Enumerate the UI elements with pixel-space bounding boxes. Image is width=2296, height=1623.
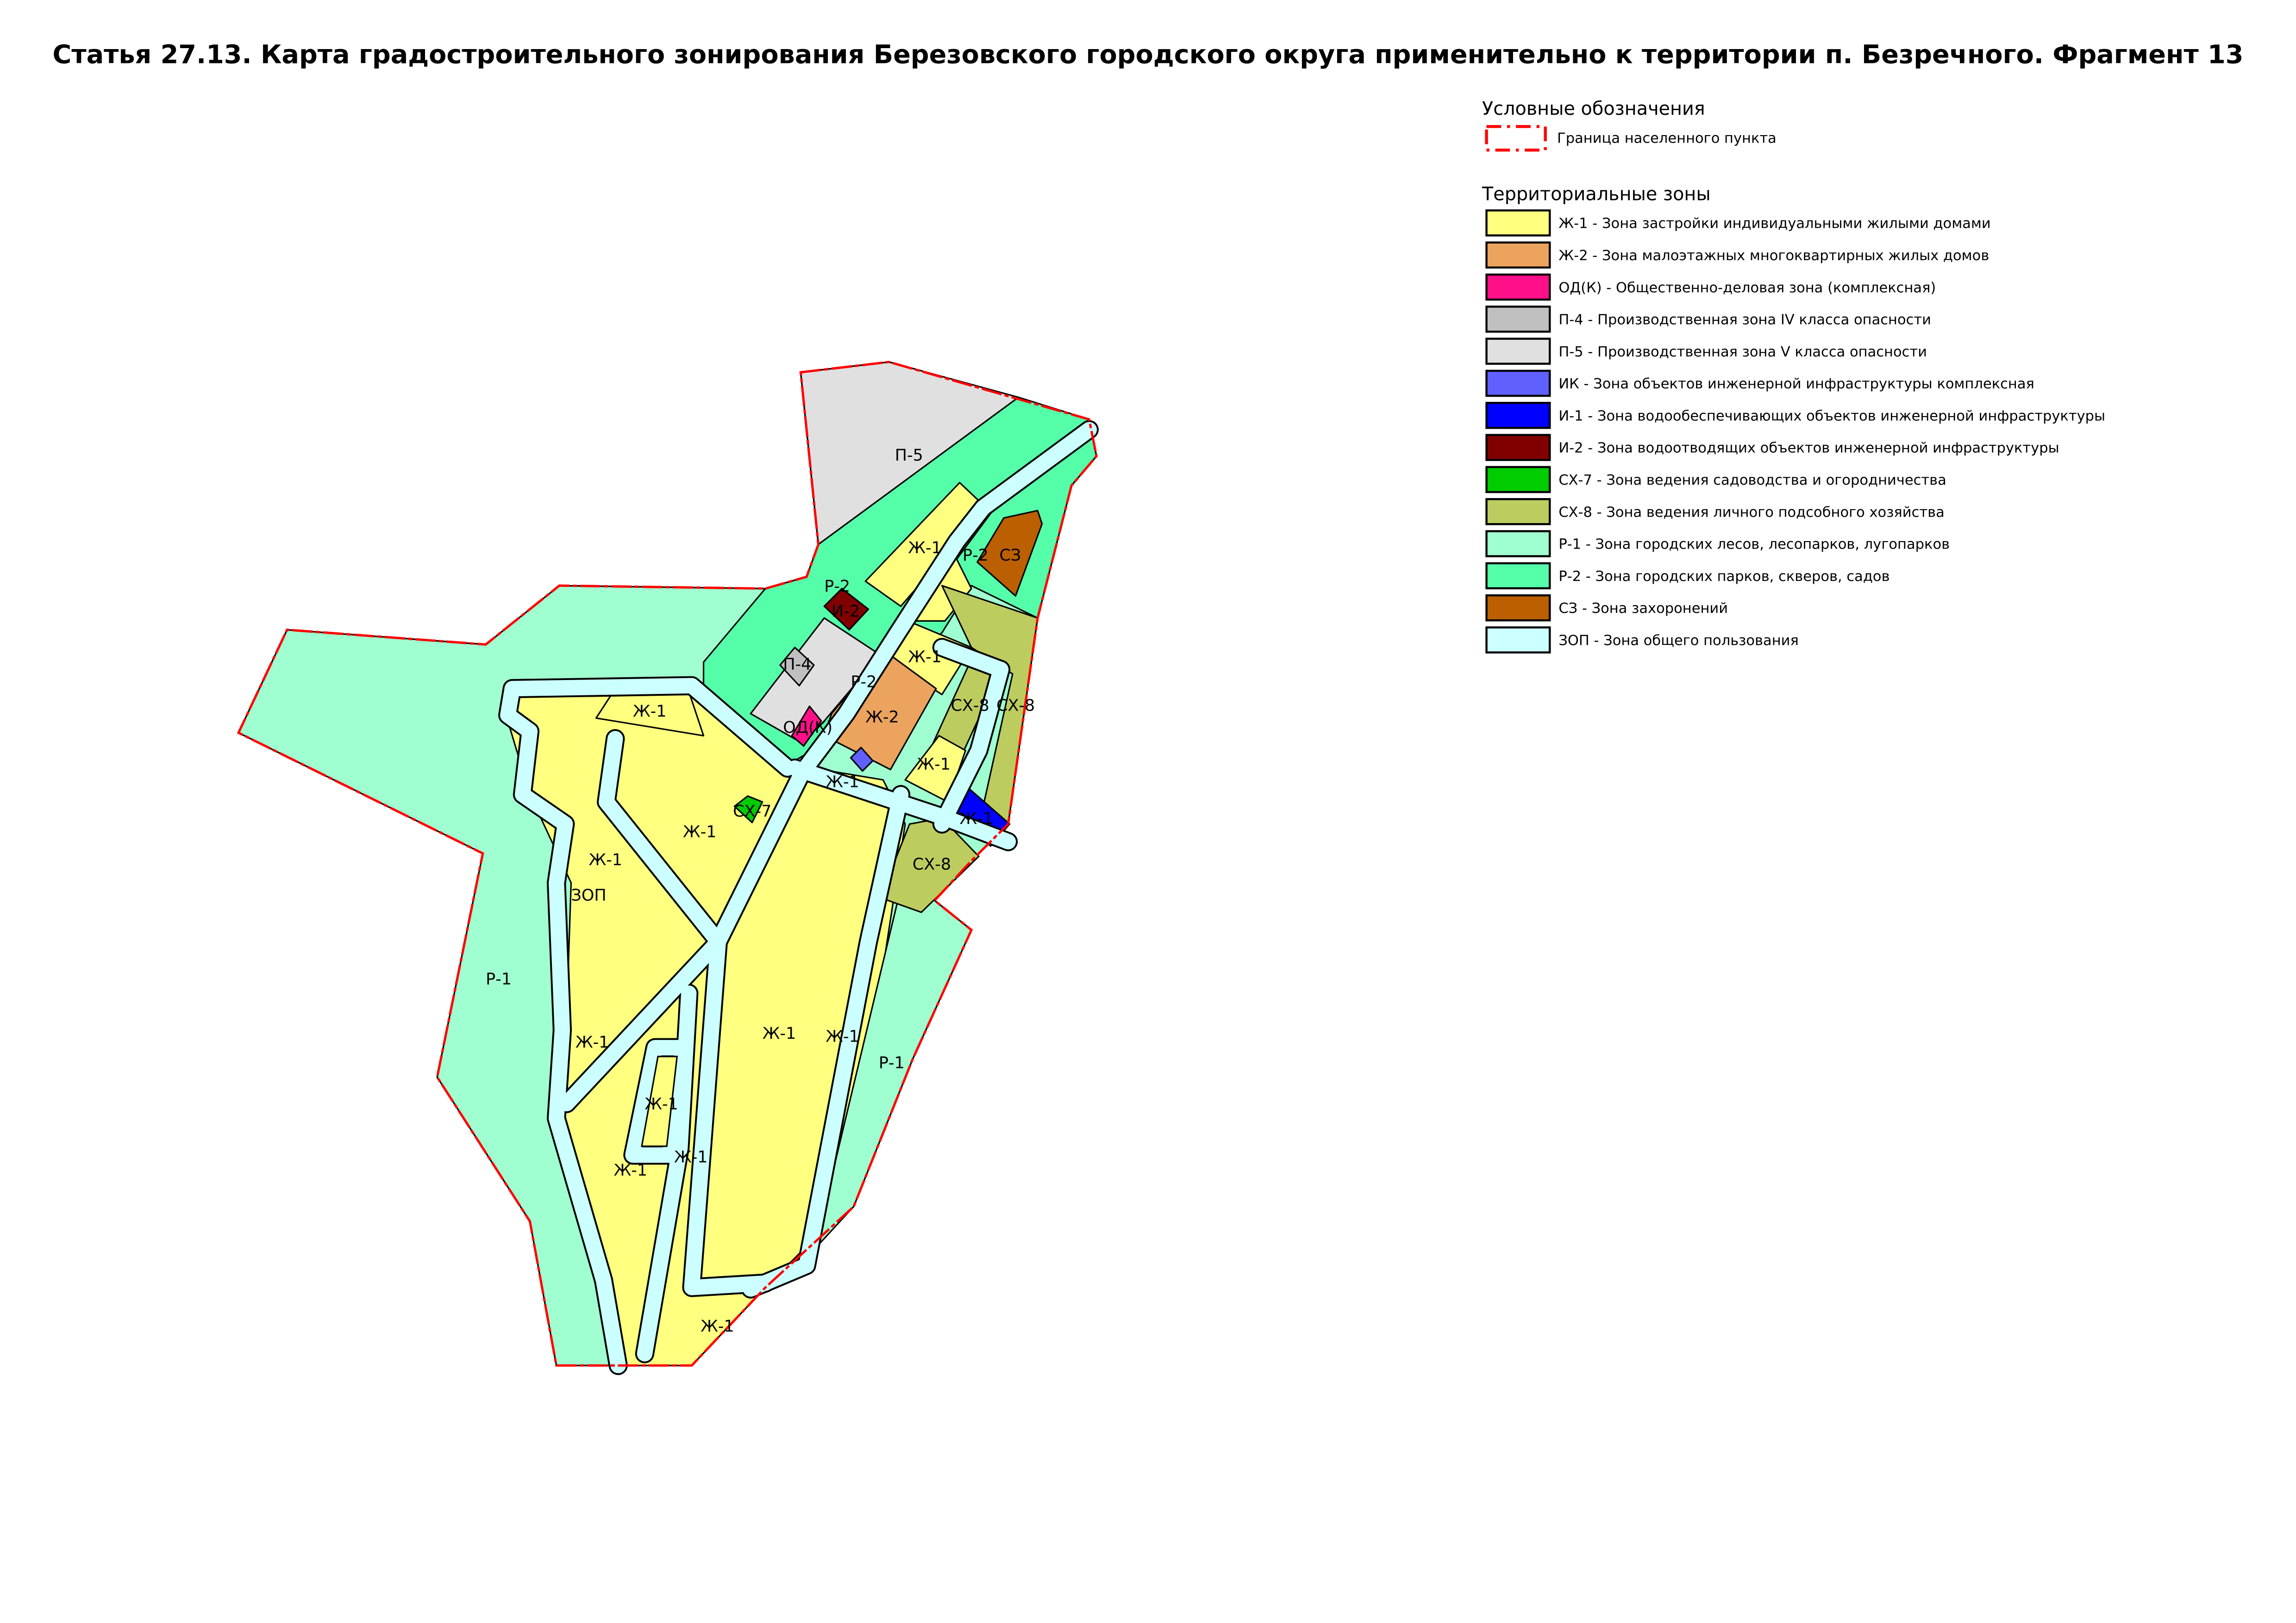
- legend-swatch: [1485, 369, 1551, 397]
- map-label: Р-1: [879, 1054, 905, 1073]
- legend-heading: Условные обозначения: [1482, 98, 1705, 119]
- zone-p4: [779, 646, 815, 687]
- legend-label: И-2 - Зона водоотводящих объектов инжене…: [1558, 440, 2059, 456]
- legend-label: СХ-7 - Зона ведения садоводства и огород…: [1558, 472, 1946, 488]
- legend-swatch: [1485, 562, 1551, 590]
- map: П-5 Ж-1 Р-2 СЗ Р-2 И-2 П-4 Ж-1 Р-2 Ж-2 С…: [237, 361, 1099, 1375]
- map-label: Ж-1: [701, 1317, 734, 1336]
- zone-zop-roads: [498, 420, 1099, 1375]
- legend-label: Р-2 - Зона городских парков, скверов, са…: [1558, 568, 1889, 585]
- map-label: Ж-1: [674, 1148, 708, 1167]
- map-label: Ж-1: [589, 851, 623, 869]
- legend-label: П-5 - Производственная зона V класса опа…: [1558, 344, 1927, 360]
- legend-label: СЗ - Зона захоронений: [1558, 600, 1728, 617]
- zone-ik: [850, 747, 874, 772]
- legend-item: ИК - Зона объектов инженерной инфраструк…: [1485, 369, 2034, 397]
- legend-swatch: [1485, 273, 1551, 301]
- map-label: ЗОП: [571, 886, 606, 905]
- map-label: Р-2: [963, 546, 988, 565]
- zone-skh7: [733, 795, 763, 824]
- legend-swatch: [1485, 306, 1551, 333]
- zone-skh8-south: [879, 817, 980, 913]
- map-label: П-4: [783, 655, 811, 674]
- boundary-symbol: [1485, 125, 1547, 152]
- map-label: П-5: [895, 446, 923, 465]
- legend-item: СЗ - Зона захоронений: [1485, 594, 1728, 622]
- legend-item: СХ-7 - Зона ведения садоводства и огород…: [1485, 466, 1946, 493]
- legend-label: П-4 - Производственная зона IV класса оп…: [1558, 312, 1931, 328]
- legend-item: СХ-8 - Зона ведения личного подсобного х…: [1485, 498, 1945, 525]
- legend-item: И-2 - Зона водоотводящих объектов инжене…: [1485, 434, 2059, 461]
- map-label: Ж-1: [644, 1095, 678, 1114]
- map-label: Ж-1: [917, 755, 951, 774]
- map-label: Ж-1: [826, 1027, 859, 1046]
- map-label: СХ-8: [951, 696, 989, 715]
- legend-label: ОД(К) - Общественно-деловая зона (компле…: [1558, 280, 1936, 296]
- map-label: ОД(К): [783, 718, 832, 737]
- legend-swatch: [1485, 434, 1551, 461]
- legend-zones-heading: Территориальные зоны: [1482, 183, 1711, 205]
- map-label: Ж-1: [614, 1161, 648, 1180]
- map-label: Ж-1: [908, 539, 942, 557]
- zone-sz: [976, 510, 1043, 597]
- map-label: Ж-1: [908, 648, 942, 666]
- map-label: СХ-7: [733, 802, 771, 821]
- map-label: Ж-1: [960, 810, 994, 828]
- legend-swatch: [1485, 337, 1551, 365]
- legend-label: Ж-1 - Зона застройки индивидуальными жил…: [1558, 216, 1990, 232]
- map-label: Р-1: [486, 970, 512, 988]
- settlement-boundary: [237, 361, 1098, 1367]
- legend-swatch: [1485, 626, 1551, 654]
- legend-swatch: [1485, 466, 1551, 493]
- legend-item: Ж-2 - Зона малоэтажных многоквартирных ж…: [1485, 241, 1989, 269]
- map-label: Ж-1: [576, 1033, 609, 1052]
- legend-swatch: [1485, 530, 1551, 557]
- zone-zh1-e: [904, 735, 966, 803]
- map-label: Ж-1: [763, 1024, 796, 1043]
- map-label: Ж-1: [683, 823, 717, 842]
- legend-swatch: [1485, 402, 1551, 429]
- legend-swatch: [1485, 498, 1551, 525]
- legend-label: И-1 - Зона водообеспечивающих объектов и…: [1558, 408, 2105, 424]
- zone-labels: П-5 Ж-1 Р-2 СЗ Р-2 И-2 П-4 Ж-1 Р-2 Ж-2 С…: [486, 446, 1035, 1336]
- legend-label: ИК - Зона объектов инженерной инфраструк…: [1558, 376, 2034, 392]
- map-label: СХ-8: [996, 696, 1035, 715]
- legend-label: Р-1 - Зона городских лесов, лесопарков, …: [1558, 537, 1950, 553]
- legend-swatch: [1485, 209, 1551, 237]
- legend-boundary-label: Граница населенного пункта: [1557, 130, 1777, 146]
- map-label: Р-2: [851, 673, 876, 691]
- map-label: СХ-8: [913, 855, 951, 874]
- zone-i2: [823, 587, 870, 631]
- legend-item: Р-2 - Зона городских парков, скверов, са…: [1485, 562, 1890, 590]
- map-label: И-2: [832, 602, 860, 621]
- legend-label: Ж-2 - Зона малоэтажных многоквартирных ж…: [1558, 248, 1989, 264]
- map-label: Ж-1: [826, 773, 859, 792]
- legend-label: ЗОП - Зона общего пользования: [1558, 632, 1799, 649]
- map-label: Ж-2: [865, 708, 899, 727]
- page-title: Статья 27.13. Карта градостроительного з…: [53, 40, 2244, 70]
- legend-item: Р-1 - Зона городских лесов, лесопарков, …: [1485, 530, 1950, 557]
- legend-item: П-4 - Производственная зона IV класса оп…: [1485, 306, 1931, 333]
- legend-item: ОД(К) - Общественно-деловая зона (компле…: [1485, 273, 1936, 301]
- map-label: Р-2: [824, 577, 850, 596]
- legend-item: П-5 - Производственная зона V класса опа…: [1485, 337, 1927, 365]
- map-label: Ж-1: [633, 702, 667, 721]
- zone-odk: [791, 705, 822, 747]
- legend-item: ЗОП - Зона общего пользования: [1485, 626, 1799, 654]
- legend-item: И-1 - Зона водообеспечивающих объектов и…: [1485, 402, 2105, 429]
- legend-item: Ж-1 - Зона застройки индивидуальными жил…: [1485, 209, 1991, 237]
- legend-swatch: [1485, 594, 1551, 622]
- map-label: СЗ: [999, 546, 1021, 565]
- legend: Условные обозначения Граница населенного…: [1482, 98, 2105, 654]
- legend-label: СХ-8 - Зона ведения личного подсобного х…: [1558, 504, 1944, 520]
- legend-swatch: [1485, 241, 1551, 269]
